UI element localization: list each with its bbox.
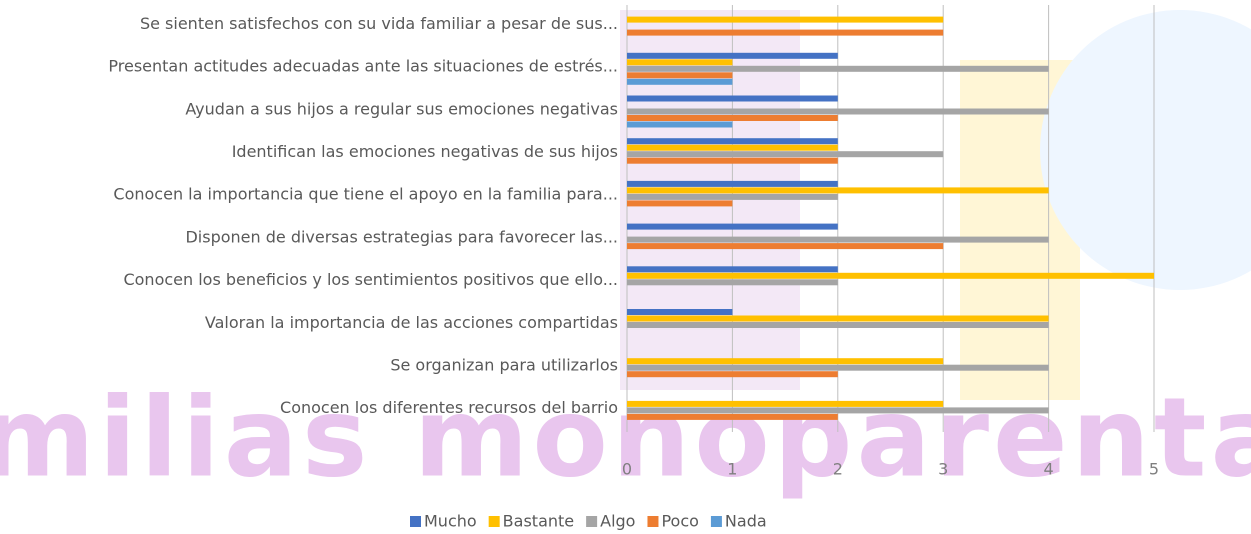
y-tick-label: Conocen los beneficios y los sentimiento… bbox=[123, 270, 618, 289]
bar bbox=[627, 16, 944, 23]
y-tick-label: Se sienten satisfechos con su vida famil… bbox=[140, 14, 618, 33]
y-tick-label: Valoran la importancia de las acciones c… bbox=[205, 313, 618, 332]
bar bbox=[627, 200, 733, 207]
legend-swatch bbox=[647, 516, 659, 527]
y-tick-label: Conocen los diferentes recursos del barr… bbox=[280, 398, 618, 417]
bar bbox=[627, 315, 1049, 322]
bar bbox=[627, 371, 838, 378]
bar bbox=[627, 78, 733, 85]
bar bbox=[627, 157, 838, 164]
legend-label: Bastante bbox=[503, 512, 574, 531]
bar bbox=[627, 65, 1049, 72]
bar bbox=[627, 413, 838, 420]
bar bbox=[627, 108, 1049, 115]
bar bbox=[627, 180, 838, 187]
legend-label: Poco bbox=[661, 512, 698, 531]
y-tick-label: Identifican las emociones negativas de s… bbox=[232, 142, 618, 161]
bar bbox=[627, 266, 838, 273]
legend-swatch bbox=[710, 516, 722, 527]
y-tick-label: Presentan actitudes adecuadas ante las s… bbox=[108, 57, 618, 76]
bar bbox=[627, 272, 1154, 279]
bar bbox=[627, 121, 733, 128]
bar bbox=[627, 223, 838, 230]
bar bbox=[627, 243, 944, 250]
watermark: milias monoparental bbox=[0, 373, 1251, 501]
x-tick-label: 2 bbox=[833, 460, 843, 479]
x-tick-label: 3 bbox=[938, 460, 948, 479]
bar bbox=[627, 322, 1049, 328]
legend-label: Nada bbox=[725, 512, 767, 531]
bar bbox=[627, 364, 1049, 371]
bar bbox=[627, 187, 1049, 194]
legend-label: Algo bbox=[600, 512, 635, 531]
x-tick-label: 0 bbox=[622, 460, 632, 479]
legend-swatch bbox=[488, 516, 500, 527]
bar bbox=[627, 193, 838, 200]
x-tick-label: 1 bbox=[727, 460, 737, 479]
bar bbox=[627, 358, 944, 365]
bar bbox=[627, 115, 838, 121]
bar bbox=[627, 29, 944, 36]
bar bbox=[627, 279, 838, 286]
bar bbox=[627, 400, 944, 407]
bar bbox=[627, 95, 838, 102]
legend-label: Mucho bbox=[424, 512, 477, 531]
bar bbox=[627, 138, 838, 145]
legend-swatch bbox=[586, 516, 598, 527]
y-tick-label: Conocen la importancia que tiene el apoy… bbox=[113, 185, 618, 204]
legend-swatch bbox=[410, 516, 421, 527]
x-tick-label: 5 bbox=[1149, 460, 1159, 479]
bar bbox=[627, 52, 838, 59]
bar bbox=[627, 236, 1049, 243]
bar bbox=[627, 151, 944, 158]
decor bbox=[1040, 10, 1251, 290]
y-tick-label: Ayudan a sus hijos a regular sus emocion… bbox=[185, 99, 618, 118]
bar bbox=[627, 144, 838, 151]
x-tick-label: 4 bbox=[1044, 460, 1054, 479]
bar bbox=[627, 407, 1049, 414]
y-tick-label: Disponen de diversas estrategias para fa… bbox=[185, 227, 618, 246]
y-tick-label: Se organizan para utilizarlos bbox=[390, 355, 618, 374]
bar bbox=[627, 59, 733, 66]
bar bbox=[627, 309, 733, 315]
bar bbox=[627, 72, 733, 79]
